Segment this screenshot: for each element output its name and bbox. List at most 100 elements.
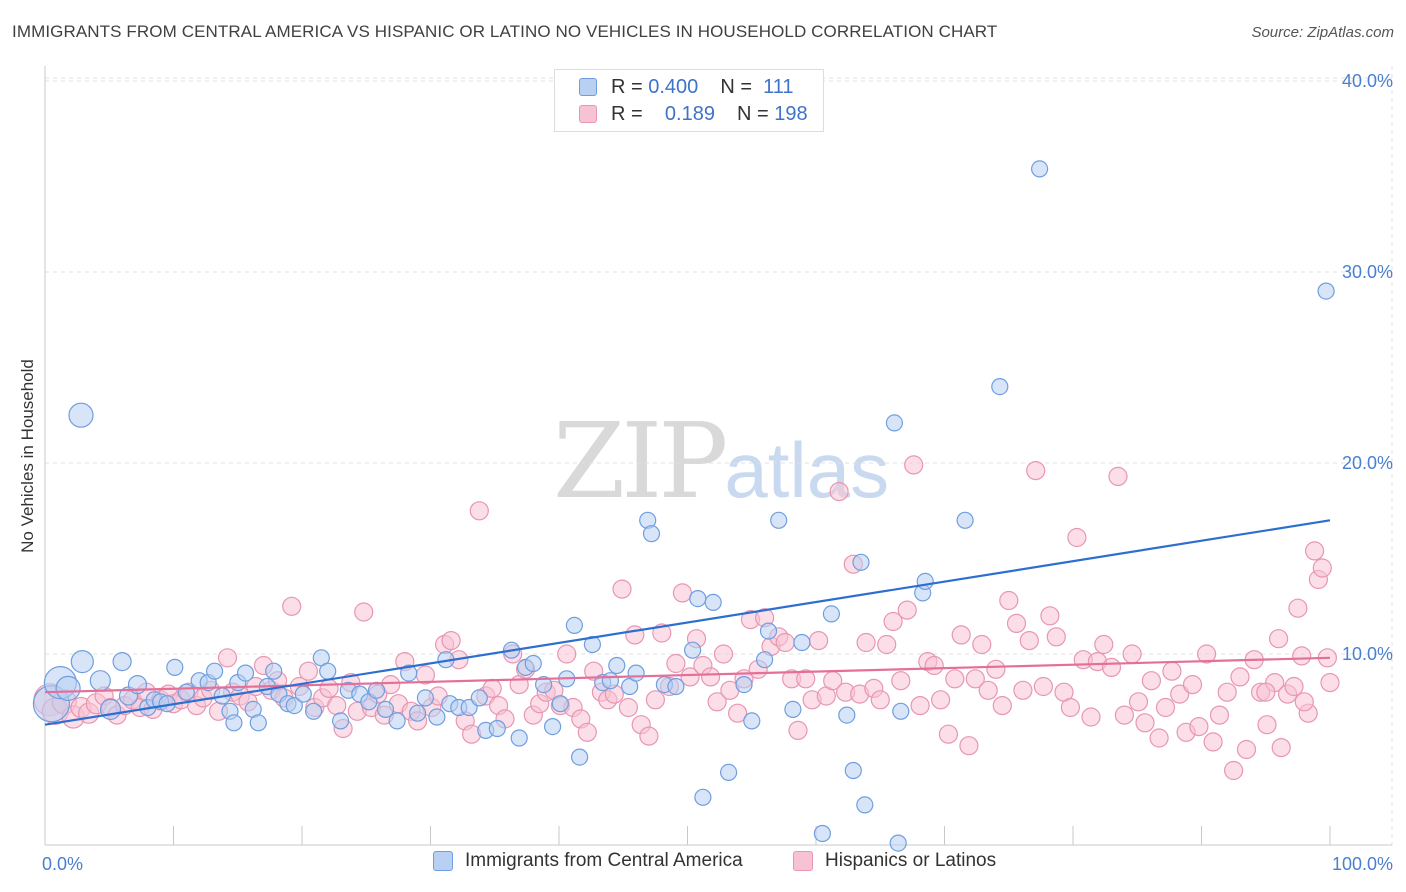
data-point (713, 644, 734, 664)
data-point (700, 667, 721, 687)
data-point (978, 680, 998, 700)
data-point (694, 788, 712, 806)
data-point (1128, 692, 1149, 712)
data-point (972, 634, 992, 655)
r-value: 0.189 (664, 102, 715, 125)
data-point (388, 712, 406, 730)
data-point (1292, 646, 1312, 666)
data-point (1135, 713, 1155, 733)
data-point (1312, 558, 1332, 578)
data-point (1114, 705, 1135, 725)
legend-label: Immigrants from Central America (465, 850, 743, 871)
data-point (601, 672, 620, 690)
data-point (719, 763, 738, 782)
data-point (534, 675, 553, 694)
legend-item-hispanics[interactable]: Hispanics or Latinos (793, 850, 996, 872)
data-point (1317, 282, 1335, 300)
data-point (565, 616, 584, 635)
data-point (285, 696, 303, 715)
data-point (1271, 737, 1291, 758)
data-point (680, 667, 700, 687)
data-point (1040, 606, 1060, 626)
data-point (70, 649, 94, 674)
y-tick-label: 10.0% (1342, 644, 1393, 664)
data-point (735, 675, 753, 694)
data-point (838, 706, 856, 724)
data-point (930, 690, 951, 710)
data-point (1196, 644, 1217, 664)
data-point (1223, 760, 1244, 781)
data-point (282, 596, 302, 616)
blue-swatch (433, 851, 453, 871)
data-point (367, 681, 386, 699)
data-point (1230, 667, 1250, 687)
data-point (689, 589, 707, 608)
r-label: R = (611, 75, 643, 98)
data-point (956, 511, 974, 529)
data-point (916, 572, 934, 591)
data-point (642, 525, 661, 543)
data-point (796, 669, 816, 689)
data-point (1155, 697, 1176, 718)
data-point (852, 553, 870, 571)
data-point (1033, 676, 1054, 697)
data-point (938, 724, 959, 744)
data-point (885, 414, 904, 432)
data-point (625, 625, 645, 645)
legend-item-central-america[interactable]: Immigrants from Central America (433, 850, 743, 872)
data-point (1236, 739, 1257, 760)
data-point (704, 593, 722, 612)
data-point (376, 700, 395, 719)
data-point (570, 748, 589, 766)
n-value: 111 (763, 75, 794, 98)
y-axis-label: No Vehicles in Household (18, 359, 37, 553)
r-label: R = (611, 102, 643, 125)
data-point (775, 632, 795, 653)
data-point (904, 455, 924, 475)
data-point (1149, 728, 1169, 748)
data-point (856, 796, 874, 814)
data-point (441, 630, 461, 651)
data-point (627, 664, 645, 682)
data-point (428, 708, 446, 726)
blue-swatch (579, 78, 597, 96)
data-point (951, 625, 971, 645)
data-point (808, 630, 829, 651)
data-point (618, 697, 639, 718)
data-point (999, 590, 1019, 611)
x-tick-label-min: 0.0% (42, 854, 83, 874)
data-point (759, 622, 778, 640)
data-point (755, 651, 774, 669)
stats-row-blue: R = 0.400 N = 111 (579, 75, 794, 99)
data-point (1294, 692, 1314, 712)
data-point (89, 670, 111, 692)
data-point (793, 633, 811, 652)
data-point (666, 653, 686, 674)
data-point (883, 611, 903, 632)
data-point (986, 659, 1006, 679)
data-point (1060, 697, 1081, 718)
data-point (1101, 657, 1122, 678)
data-point (683, 641, 702, 659)
data-point (727, 703, 748, 723)
data-point (166, 658, 184, 677)
trend-line-central-america (44, 519, 1331, 726)
data-point (856, 632, 876, 653)
data-point (844, 761, 862, 780)
data-point (813, 824, 832, 843)
y-tick-label: 40.0% (1342, 71, 1393, 91)
n-label: N = (720, 75, 752, 98)
data-point (206, 662, 224, 680)
data-point (667, 677, 685, 696)
stats-legend: R = 0.400 N = 111 R = 0.189 N = 198 (554, 69, 824, 132)
data-point (672, 583, 693, 603)
tick-labels: 10.0% 20.0% 30.0% 40.0% 0.0% 100.0% (42, 71, 1393, 874)
data-point (1094, 634, 1114, 655)
data-point (645, 690, 666, 710)
data-point (612, 579, 632, 599)
data-point (354, 602, 374, 622)
data-point (992, 695, 1012, 716)
data-point (889, 834, 907, 852)
n-value: 198 (774, 102, 808, 125)
data-point (1122, 644, 1142, 664)
